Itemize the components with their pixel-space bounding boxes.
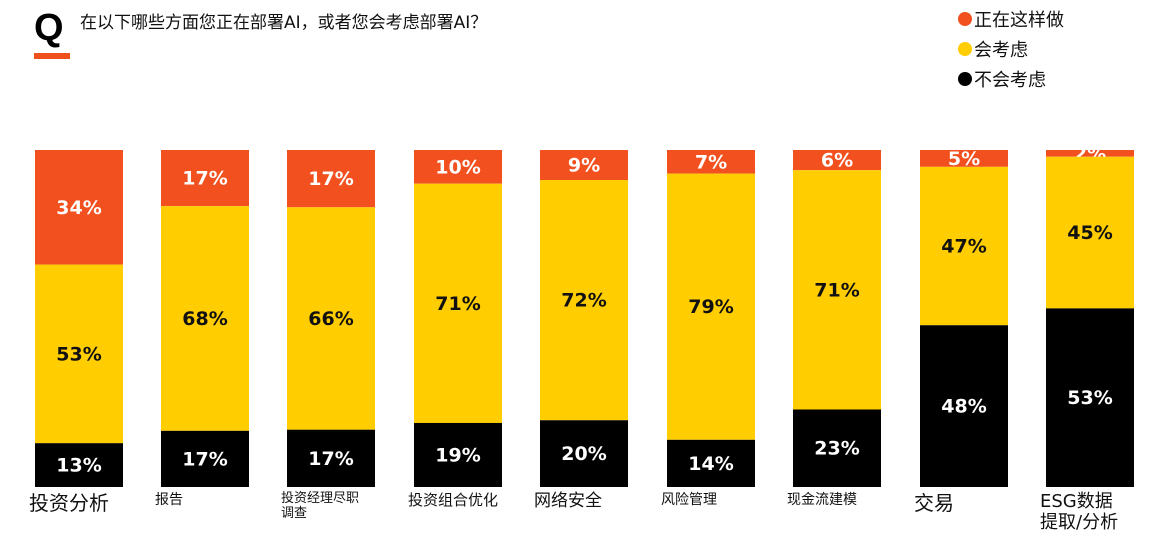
data-label: 23% — [814, 438, 859, 460]
bar-segment — [35, 264, 123, 444]
data-label: 71% — [435, 293, 480, 315]
bar-segment — [35, 150, 123, 265]
legend-label: 会考虑 — [974, 40, 1028, 61]
data-label: 79% — [688, 296, 733, 318]
category-label: 报告 — [155, 492, 183, 508]
category-label-line: 现金流建模 — [787, 492, 857, 508]
data-label: 47% — [941, 236, 986, 258]
legend: 正在这样做 会考虑 不会考虑 — [958, 4, 1064, 94]
q-logo-underline — [34, 53, 70, 59]
category-label: 投资分析 — [29, 492, 109, 515]
data-label: 17% — [182, 448, 227, 470]
bar-segment — [540, 180, 628, 421]
bar-segment — [920, 325, 1008, 487]
bar-segment — [1046, 308, 1134, 487]
data-label: 19% — [435, 444, 480, 466]
data-label: 53% — [1067, 387, 1112, 409]
category-label-line: 报告 — [155, 492, 183, 508]
bar-segment — [1046, 156, 1134, 309]
data-label: 9% — [568, 155, 600, 177]
data-label: 14% — [688, 453, 733, 475]
category-label: 现金流建模 — [787, 492, 857, 508]
data-label: 10% — [435, 156, 480, 178]
data-label: 20% — [561, 443, 606, 465]
data-label: 45% — [1067, 222, 1112, 244]
bar-segment — [793, 170, 881, 410]
data-label: 7% — [695, 151, 727, 173]
bar-segment — [540, 420, 628, 487]
bar-segment — [414, 150, 502, 184]
data-label: 66% — [308, 308, 353, 330]
data-label: 5% — [948, 148, 980, 170]
data-label: 48% — [941, 396, 986, 418]
legend-dot — [958, 42, 972, 56]
legend-dot — [958, 72, 972, 86]
bar-segment — [287, 207, 375, 430]
data-label: 72% — [561, 290, 606, 312]
category-label-line: 提取/分析 — [1040, 511, 1119, 533]
data-label: 68% — [182, 308, 227, 330]
data-label: 71% — [814, 279, 859, 301]
category-label-line: 投资经理尽职 — [281, 491, 360, 506]
category-label-line: 投资组合优化 — [408, 491, 499, 509]
bar-segment — [35, 443, 123, 487]
category-label-line: 风险管理 — [661, 492, 717, 508]
bar-segment — [1046, 150, 1134, 157]
data-label: 17% — [308, 168, 353, 190]
bar-segment — [920, 150, 1008, 167]
bar-segment — [414, 183, 502, 423]
legend-item-not-consider: 不会考虑 — [958, 64, 1064, 94]
bar-segment — [793, 409, 881, 487]
chart-title: 在以下哪些方面您正在部署AI，或者您会考虑部署AI？ — [80, 13, 488, 33]
category-label: 交易 — [914, 492, 954, 515]
bar-segment — [161, 206, 249, 431]
legend-label: 不会考虑 — [974, 70, 1046, 91]
legend-item-consider: 会考虑 — [958, 34, 1064, 64]
legend-item-doing: 正在这样做 — [958, 4, 1064, 34]
category-label: ESG数据 提取/分析 — [1040, 491, 1119, 533]
category-label: 投资经理尽职 调查 — [281, 491, 360, 522]
category-label-line: 网络安全 — [534, 491, 602, 511]
bar-segment — [161, 430, 249, 487]
bar-segment — [667, 173, 755, 440]
category-label: 风险管理 — [661, 492, 717, 508]
bar-segment — [667, 150, 755, 174]
data-label: 34% — [56, 197, 101, 219]
bar-segment — [161, 150, 249, 207]
bar-segment — [793, 150, 881, 171]
category-label-line: 投资分析 — [29, 491, 109, 515]
data-label: 17% — [308, 448, 353, 470]
category-label: 投资组合优化 — [408, 491, 499, 509]
bar-segment — [414, 422, 502, 487]
category-label-line: 交易 — [914, 491, 954, 515]
bar-segment — [287, 429, 375, 487]
data-label: 13% — [56, 455, 101, 477]
data-label: 53% — [56, 343, 101, 365]
bar-segment — [540, 150, 628, 181]
data-label: 17% — [182, 168, 227, 190]
bar-segment — [920, 166, 1008, 326]
bar-segment — [667, 439, 755, 487]
q-logo: Q — [34, 7, 64, 49]
category-label: 网络安全 — [534, 491, 602, 512]
category-label-line: 调查 — [281, 505, 308, 521]
legend-dot — [958, 12, 972, 26]
category-label-line: ESG数据 — [1040, 491, 1113, 512]
data-label: 6% — [821, 150, 853, 172]
bar-segment — [287, 150, 375, 208]
legend-label: 正在这样做 — [974, 10, 1064, 31]
